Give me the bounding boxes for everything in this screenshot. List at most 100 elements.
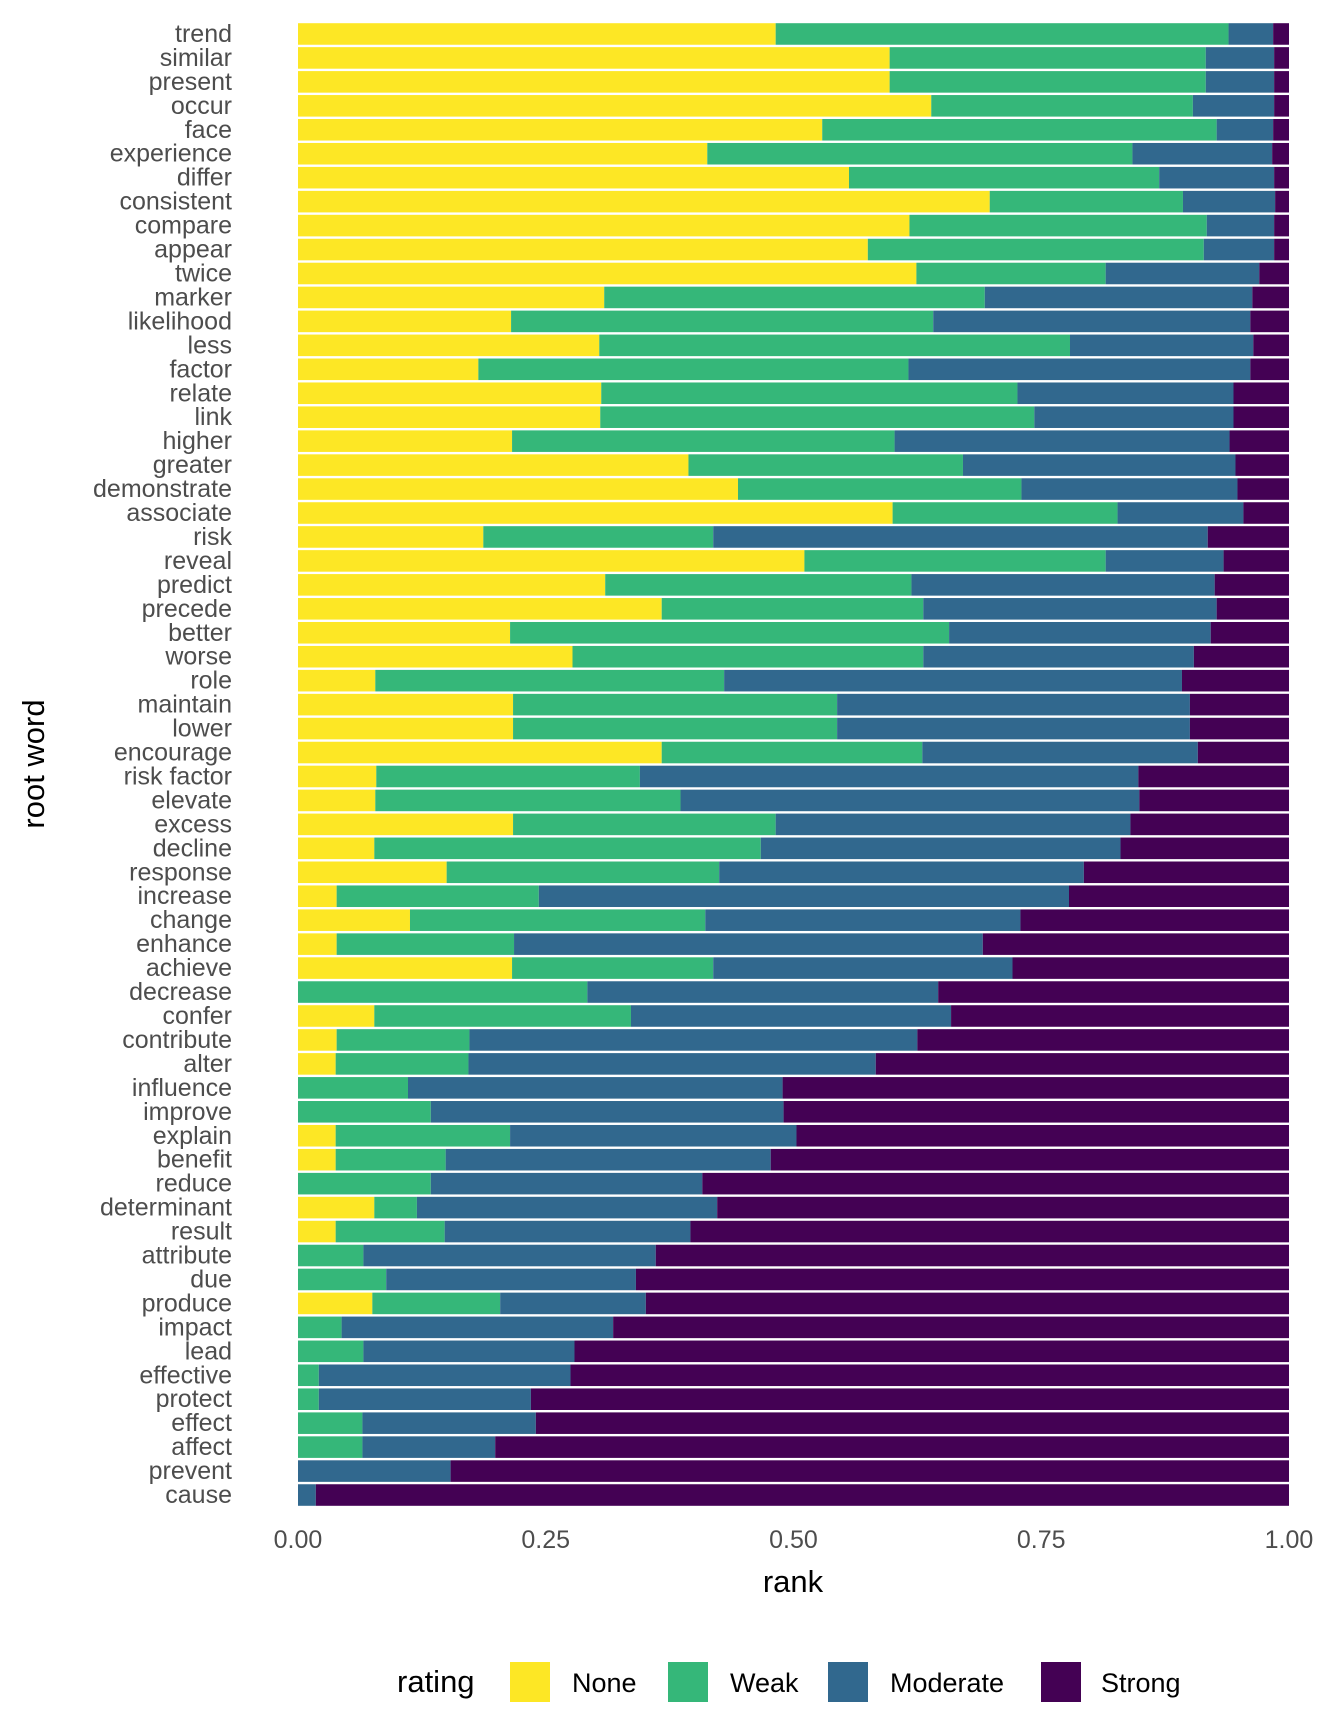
bar-experience-none [298, 142, 708, 165]
bar-contribute-none [298, 1029, 337, 1051]
y-tick-label: protect [156, 1385, 232, 1413]
bar-present-strong [1274, 71, 1289, 93]
bar-face-strong [1273, 119, 1289, 141]
bar-associate-moderate [1117, 502, 1244, 524]
bar-likelihood-weak [511, 310, 934, 333]
bar-predict-strong [1214, 574, 1289, 596]
bar-decline-moderate [760, 837, 1121, 860]
bar-higher-weak [512, 430, 895, 452]
y-tick-label: due [190, 1265, 232, 1293]
bar-excess-weak [513, 813, 776, 836]
bar-elevate-strong [1139, 789, 1289, 812]
bar-elevate-moderate [680, 789, 1140, 812]
bar-trend-strong [1273, 23, 1289, 45]
bar-alter-moderate [468, 1053, 876, 1075]
y-tick-label: encourage [114, 739, 232, 767]
bar-increase-none [298, 885, 337, 908]
y-tick-label: risk [193, 523, 232, 551]
bar-effect-strong [535, 1412, 1289, 1434]
y-tick-label: change [150, 906, 232, 934]
bar-encourage-moderate [922, 741, 1198, 764]
x-tick-label: 0.75 [1017, 1526, 1066, 1554]
bar-risk-weak [483, 526, 714, 548]
y-tick-label: lead [185, 1337, 232, 1365]
bar-link-none [298, 406, 601, 428]
bar-lead-moderate [363, 1340, 575, 1363]
y-tick-label: marker [154, 283, 232, 311]
bar-explain-none [298, 1124, 336, 1147]
bar-appear-strong [1274, 238, 1289, 261]
bar-compare-moderate [1206, 214, 1275, 237]
bar-determinant-strong [717, 1196, 1289, 1219]
bar-result-moderate [444, 1220, 691, 1243]
bar-precede-none [298, 598, 662, 620]
y-tick-label: maintain [138, 691, 233, 719]
y-tick-label: contribute [122, 1026, 232, 1054]
bar-result-weak [335, 1220, 445, 1243]
bar-response-weak [446, 861, 720, 884]
bar-occur-none [298, 95, 932, 117]
bar-consistent-strong [1275, 190, 1289, 213]
legend-key-moderate [828, 1662, 868, 1702]
bar-associate-weak [892, 502, 1118, 524]
bar-precede-moderate [923, 598, 1217, 620]
y-tick-label: precede [142, 595, 232, 623]
bar-due-strong [635, 1268, 1289, 1291]
bar-encourage-none [298, 741, 662, 764]
bar-explain-moderate [510, 1124, 797, 1147]
bar-produce-moderate [500, 1292, 646, 1315]
bar-enhance-weak [336, 933, 515, 955]
bar-enhance-none [298, 933, 337, 955]
bar-achieve-none [298, 957, 513, 979]
bar-factor-weak [478, 358, 909, 381]
bar-alter-none [298, 1053, 336, 1075]
bar-marker-weak [604, 286, 985, 309]
bar-explain-weak [335, 1124, 511, 1147]
bars-layer [298, 23, 1290, 1506]
bar-due-weak [298, 1268, 387, 1291]
bar-face-moderate [1216, 119, 1274, 141]
bar-improve-moderate [430, 1101, 784, 1123]
bar-role-strong [1181, 669, 1289, 692]
bar-differ-moderate [1159, 166, 1275, 189]
y-tick-label: demonstrate [93, 475, 232, 503]
bar-decrease-moderate [587, 981, 939, 1003]
y-tick-label: worse [164, 643, 232, 671]
bar-protect-strong [530, 1388, 1289, 1410]
bar-worse-weak [572, 645, 924, 668]
bar-relate-weak [601, 382, 1018, 405]
bar-excess-none [298, 813, 514, 836]
bar-confer-moderate [630, 1005, 952, 1027]
bar-affect-weak [298, 1436, 363, 1458]
bar-increase-strong [1068, 885, 1289, 908]
bar-predict-weak [605, 574, 912, 596]
bar-decline-strong [1120, 837, 1289, 860]
bar-confer-none [298, 1005, 375, 1027]
bar-effect-moderate [362, 1412, 536, 1434]
bar-confer-strong [951, 1005, 1289, 1027]
bar-face-weak [822, 119, 1217, 141]
y-tick-label: produce [142, 1289, 232, 1317]
bar-occur-moderate [1192, 95, 1275, 117]
bar-less-strong [1253, 334, 1289, 357]
bar-achieve-strong [1012, 957, 1289, 979]
bar-similar-none [298, 47, 890, 69]
y-tick-label: occur [171, 92, 232, 120]
bar-protect-weak [298, 1388, 319, 1410]
legend-key-weak [668, 1662, 708, 1702]
bar-demonstrate-none [298, 478, 739, 500]
bar-influence-strong [782, 1077, 1289, 1099]
legend-label-none: None [572, 1668, 637, 1698]
bar-effective-moderate [318, 1364, 571, 1387]
bar-produce-strong [645, 1292, 1289, 1315]
bar-affect-strong [495, 1436, 1290, 1458]
y-tick-label: relate [169, 379, 232, 407]
bar-risk-factor-none [298, 765, 377, 788]
y-tick-label: elevate [151, 786, 232, 814]
bar-twice-none [298, 262, 917, 285]
bar-change-strong [1020, 909, 1289, 931]
bar-lower-weak [513, 717, 838, 740]
bar-benefit-moderate [445, 1148, 771, 1171]
y-tick-label: consistent [119, 188, 232, 216]
